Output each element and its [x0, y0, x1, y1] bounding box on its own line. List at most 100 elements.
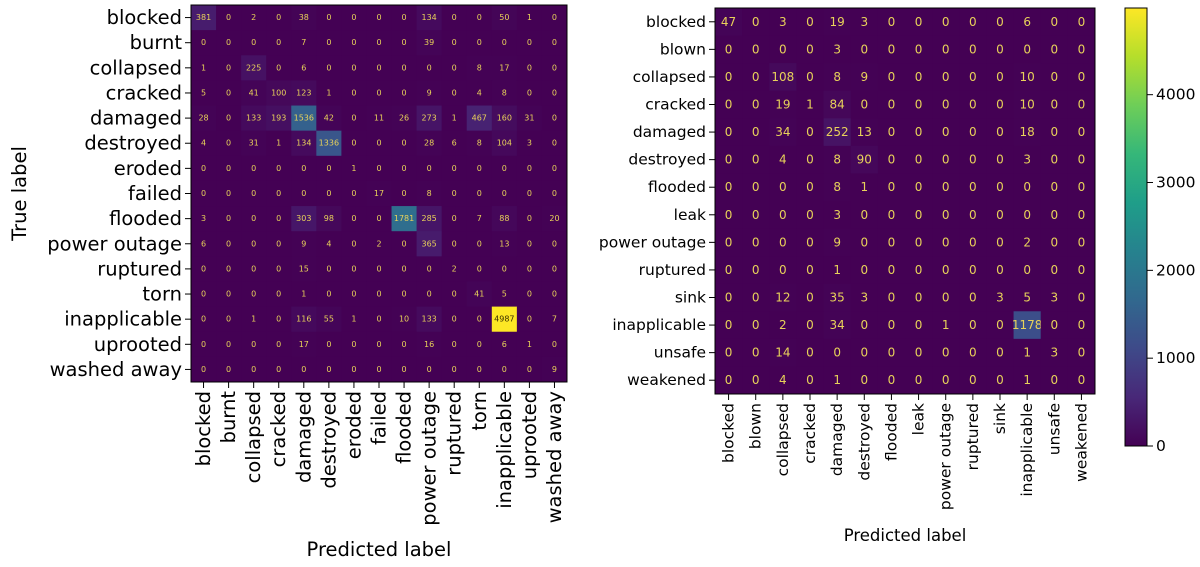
- right-cell-ruptured-damaged: [823, 256, 852, 285]
- left-cell-burnt-cracked: [266, 30, 292, 56]
- left-cell-inapplicable-cracked: [266, 306, 292, 333]
- left-cell-value-blocked-washed-away: 0: [552, 13, 557, 22]
- right-cell-sink-cracked: [796, 283, 824, 312]
- colorbar-gradient: [1124, 7, 1148, 447]
- right-cell-value-cracked-damaged: 84: [830, 98, 845, 112]
- left-cell-damaged-inapplicable: [491, 105, 518, 131]
- right-cell-value-cracked-blocked: 0: [725, 98, 733, 112]
- left-cell-value-burnt-ruptured: 0: [452, 38, 457, 47]
- colorbar-tick-label-0: 0: [1156, 437, 1166, 455]
- left-cell-eroded-damaged: [291, 155, 317, 182]
- left-cell-value-cracked-inapplicable: 8: [502, 88, 507, 97]
- right-cell-value-collapsed-blown: 0: [752, 70, 760, 84]
- left-cell-destroyed-failed: [366, 130, 392, 157]
- right-cell-blown-power-outage: [932, 35, 960, 64]
- right-cell-value-destroyed-power-outage: 0: [942, 153, 950, 167]
- left-cell-failed-destroyed: [316, 180, 342, 207]
- left-cell-value-uprooted-eroded: 0: [351, 340, 356, 349]
- right-cell-blocked-blocked: [715, 8, 743, 36]
- left-cell-value-cracked-failed: 0: [376, 88, 381, 97]
- left-cell-washed-away-burnt: [216, 356, 242, 383]
- right-frame: [714, 7, 1096, 395]
- left-cell-destroyed-washed-away: [541, 130, 568, 157]
- right-cell-collapsed-blown: [742, 63, 770, 92]
- right-cell-sink-blown: [742, 283, 770, 312]
- left-cell-flooded-power-outage: [416, 206, 442, 232]
- left-x-tick-label-torn: torn: [468, 391, 491, 431]
- right-cell-value-sink-weakened: 0: [1078, 291, 1086, 305]
- right-cell-value-power-outage-flooded: 0: [888, 235, 896, 249]
- left-cell-value-uprooted-power-outage: 16: [424, 340, 434, 349]
- left-cell-value-burnt-failed: 0: [376, 38, 381, 47]
- right-cell-collapsed-flooded: [877, 63, 906, 92]
- left-cell-power-outage-collapsed: [241, 231, 267, 257]
- right-cell-inapplicable-power-outage: [932, 311, 960, 340]
- left-cell-value-uprooted-failed: 0: [376, 340, 381, 349]
- right-cell-value-unsafe-weakened: 0: [1078, 346, 1086, 360]
- right-cell-value-power-outage-damaged: 9: [833, 235, 841, 249]
- left-cell-value-inapplicable-damaged: 116: [296, 315, 311, 324]
- left-cell-value-washed-away-flooded: 0: [402, 365, 407, 374]
- left-cell-eroded-power-outage: [416, 155, 442, 182]
- left-cell-failed-collapsed: [241, 180, 267, 207]
- left-cell-value-collapsed-flooded: 0: [402, 63, 407, 72]
- left-cell-torn-uprooted: [516, 281, 543, 307]
- left-cell-torn-cracked: [266, 281, 292, 307]
- right-cell-value-inapplicable-leak: 0: [915, 318, 923, 332]
- right-cell-ruptured-blown: [742, 256, 770, 285]
- left-cell-value-uprooted-destroyed: 0: [326, 340, 331, 349]
- right-cell-inapplicable-flooded: [877, 311, 906, 340]
- left-cell-inapplicable-washed-away: [541, 306, 568, 333]
- left-cell-value-eroded-uprooted: 0: [527, 164, 532, 173]
- right-cell-inapplicable-weakened: [1067, 311, 1096, 340]
- left-y-tick-label-blocked: blocked: [107, 6, 182, 29]
- right-cell-value-weakened-flooded: 0: [888, 373, 896, 387]
- left-cell-washed-away-failed: [366, 356, 392, 383]
- left-cell-value-power-outage-blocked: 6: [201, 239, 206, 248]
- left-cell-washed-away-power-outage: [416, 356, 442, 383]
- left-cell-value-blocked-blocked: 381: [196, 13, 211, 22]
- right-y-tick-label-ruptured: ruptured: [639, 261, 706, 279]
- right-cell-weakened-destroyed: [850, 366, 879, 395]
- right-cell-blown-weakened: [1067, 35, 1096, 64]
- right-cell-sink-flooded: [877, 283, 906, 312]
- right-x-tick-label-blocked: blocked: [720, 403, 738, 463]
- left-cell-value-failed-washed-away: 0: [552, 189, 557, 198]
- left-cell-blocked-destroyed: [316, 5, 342, 31]
- left-cell-ruptured-washed-away: [541, 256, 568, 282]
- right-cell-value-sink-power-outage: 0: [942, 291, 950, 305]
- left-cell-blocked-blocked: [191, 5, 217, 31]
- left-cell-uprooted-flooded: [391, 331, 417, 358]
- left-cell-value-torn-damaged: 1: [301, 290, 306, 299]
- left-cell-torn-destroyed: [316, 281, 342, 307]
- right-cell-value-damaged-blocked: 0: [725, 125, 733, 139]
- left-cell-value-flooded-collapsed: 0: [251, 214, 256, 223]
- left-cell-blocked-uprooted: [516, 5, 543, 31]
- right-cell-weakened-sink: [986, 366, 1014, 395]
- left-cell-value-blocked-damaged: 38: [299, 13, 309, 22]
- right-cell-inapplicable-sink: [986, 311, 1014, 340]
- right-cell-collapsed-blocked: [715, 63, 743, 92]
- right-cell-cracked-blown: [742, 90, 770, 119]
- left-cell-uprooted-inapplicable: [491, 331, 518, 358]
- right-cell-value-leak-blown: 0: [752, 208, 760, 222]
- right-cell-collapsed-destroyed: [850, 63, 879, 92]
- colorbar-tick-label-2000: 2000: [1156, 261, 1195, 279]
- left-cell-value-torn-uprooted: 0: [527, 290, 532, 299]
- left-cell-cracked-ruptured: [441, 80, 468, 106]
- left-cell-power-outage-eroded: [341, 231, 367, 257]
- right-cell-flooded-blown: [742, 173, 770, 202]
- right-cell-sink-collapsed: [769, 283, 797, 312]
- right-cell-power-outage-collapsed: [769, 228, 797, 257]
- left-cell-torn-power-outage: [416, 281, 442, 307]
- right-cell-damaged-inapplicable: [1013, 118, 1042, 147]
- left-cell-value-collapsed-uprooted: 0: [527, 63, 532, 72]
- right-cell-value-blocked-cracked: 0: [806, 15, 814, 29]
- colorbar-tick-label-1000: 1000: [1156, 349, 1195, 367]
- right-cell-power-outage-leak: [905, 228, 933, 257]
- left-cell-flooded-flooded: [391, 206, 417, 232]
- left-cell-power-outage-washed-away: [541, 231, 568, 257]
- left-cell-damaged-burnt: [216, 105, 242, 131]
- right-cell-power-outage-damaged: [823, 228, 852, 257]
- right-cell-unsafe-blocked: [715, 338, 743, 367]
